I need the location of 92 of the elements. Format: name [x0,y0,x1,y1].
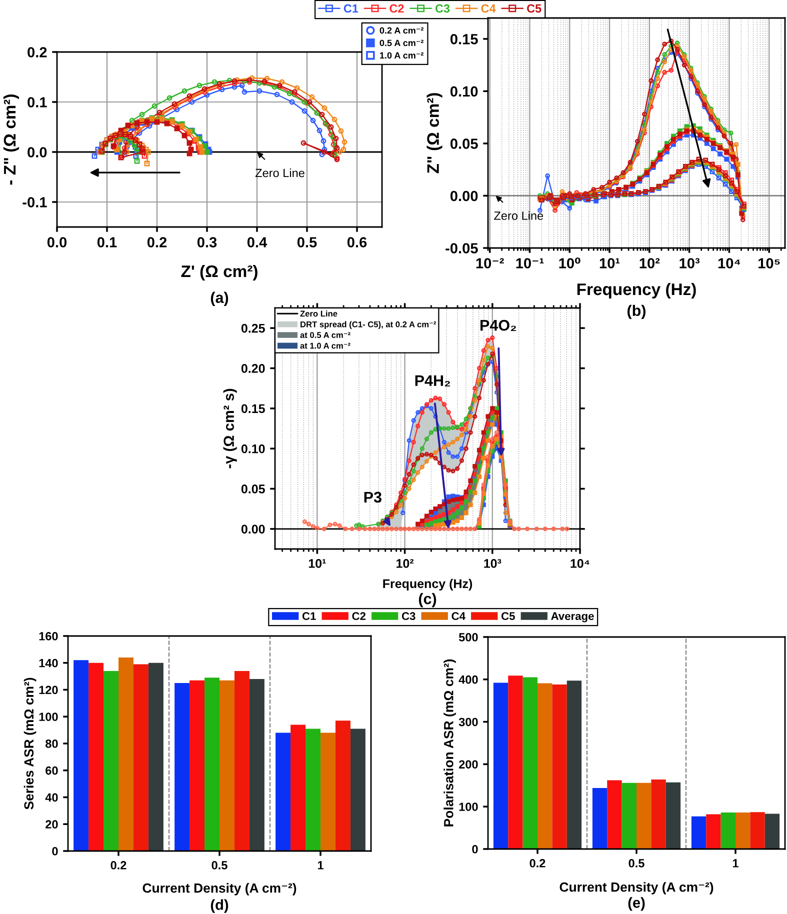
y-tick-label: 0.20 [241,364,265,373]
y-axis-title: Polarisation ASR (mΩ cm²) [444,659,456,826]
y-tick-label: 0.15 [241,404,265,414]
text: (d) [210,899,228,913]
annotation: Zero Line [255,168,304,178]
y-tick-label: 140 [39,658,58,668]
y-tick-label: 500 [458,633,478,642]
x-axis-title: Current Density (A cm⁻²) [560,882,714,894]
y-axis-title: Z" (Ω cm²) [426,93,442,174]
y-tick-label: 0.2 [28,47,47,58]
y-axis-title: Series ASR (mΩ cm²) [24,678,36,810]
y-tick-label: 20 [46,820,58,829]
x-axis-title: Z' (Ω cm²) [181,264,258,281]
x-tick-label: 0.5 [212,861,228,870]
x-tick-label: 10¹ [600,258,620,268]
x-tick-label: 0.1 [97,237,117,248]
y-tick-label: 100 [459,802,478,811]
legend-label: Zero Line [300,310,338,317]
y-tick-label: 0.0 [28,147,47,158]
x-tick-label: 0.5 [628,859,644,868]
legend-label: Average [551,612,594,622]
y-tick-label: 400 [458,675,478,684]
y-tick-label: -0.05 [446,243,478,254]
y-tick-label: 120 [39,686,58,694]
x-tick-label: 0.6 [347,237,367,248]
y-tick-label: -0.1 [22,197,47,208]
x-tick-label: 0.5 [297,237,317,248]
y-tick-label: 0 [52,847,58,856]
y-tick-label: 0.00 [241,524,265,534]
legend-label: DRT spread (C1- C5), at 0.2 A cm⁻² [300,321,436,329]
x-tick-label: 10⁴ [718,258,740,268]
x-axis-title: Frequency (Hz) [577,282,696,298]
legend-label: at 0.5 A cm⁻² [300,332,350,338]
x-tick-label: 10⁻² [476,258,504,268]
y-tick-label: 0.05 [241,484,265,494]
text: (a) [210,292,228,306]
y-tick-label: 100 [39,712,58,722]
x-tick-label: 10² [396,559,414,568]
y-axis-title: -γ (Ω cm² s) [223,388,237,468]
legend-label: C1 [302,612,316,620]
legend-label: C1 [344,4,358,13]
y-axis-title: - Z" (Ω cm²) [3,94,19,185]
x-tick-label: 10⁵ [758,258,780,268]
y-tick-label: 0.25 [241,324,265,333]
y-tick-label: 160 [39,632,58,640]
x-tick-label: 10² [640,258,660,268]
y-tick-label: 0.10 [241,444,265,454]
x-tick-label: 0.2 [530,859,546,868]
x-tick-label: 10¹ [308,559,326,568]
legend-label: C3 [402,612,416,620]
x-tick-label: 10³ [680,258,700,268]
x-tick-label: 0.2 [147,237,167,248]
y-tick-label: 0.15 [450,34,478,44]
annotation: P4O₂ [480,320,516,332]
x-tick-label: 10³ [484,559,502,568]
legend-label: C4 [481,4,496,13]
y-tick-label: 80 [46,740,58,748]
y-tick-label: 40 [45,793,58,802]
y-tick-label: 0.10 [450,86,478,97]
y-tick-label: 0.00 [450,190,478,202]
x-tick-label: 1 [318,861,324,870]
text: (e) [628,897,645,911]
y-tick-label: 200 [458,760,478,769]
legend-label: C5 [527,4,542,13]
legend-label: C4 [452,612,466,620]
text: 0.5 A cm⁻² [380,40,424,46]
x-tick-label: 1 [732,859,738,868]
y-tick-label: 0.1 [28,97,47,108]
x-axis-title: Frequency (Hz) [383,578,472,591]
y-tick-label: 0 [472,845,478,854]
x-tick-label: 10⁴ [570,559,590,568]
x-axis-title: Current Density (A cm⁻²) [142,883,296,896]
annotation: P4H₂ [415,375,450,386]
x-tick-label: 0.4 [247,237,268,248]
x-tick-label: 0.3 [197,237,217,248]
x-tick-label: 10⁰ [559,257,580,268]
legend-label: C5 [501,612,515,620]
y-tick-label: 60 [46,766,58,775]
x-tick-label: 0.2 [110,861,126,870]
legend-label: C2 [390,4,404,13]
x-tick-label: 10⁻¹ [516,258,544,268]
text: (b) [628,304,646,320]
text: 0.2 A cm⁻² [380,27,424,34]
legend-label: C2 [352,612,366,620]
annotation: Zero Line [494,211,544,220]
annotation: 1.0 A cm⁻² [380,52,424,59]
legend-label: C3 [435,4,450,13]
legend-label: at 1.0 A cm⁻² [300,342,350,349]
y-tick-label: 0.05 [450,138,478,149]
text: (c) [418,592,436,608]
annotation: P3 [364,492,382,503]
y-tick-label: 300 [458,718,478,726]
